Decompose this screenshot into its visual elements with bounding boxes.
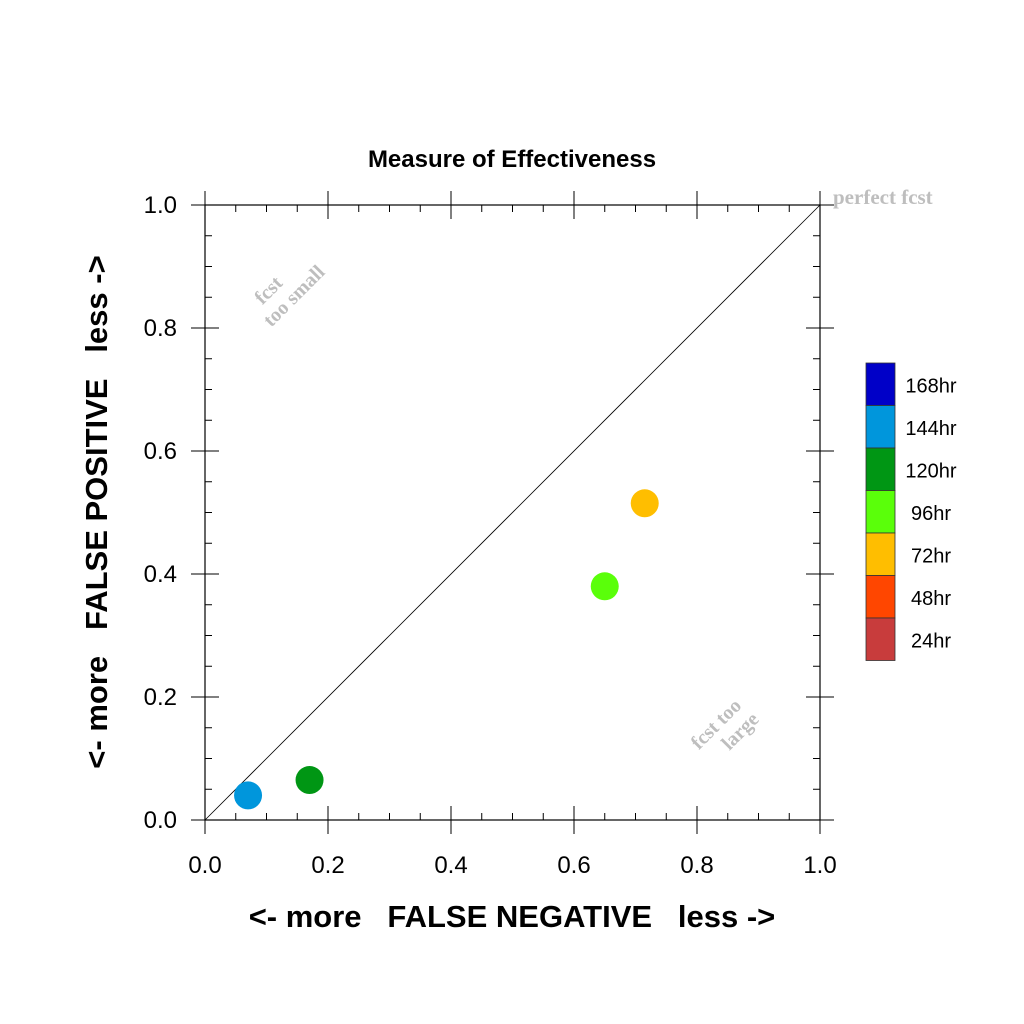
data-point-120hr [295, 766, 324, 795]
legend-swatch-48hr [865, 575, 896, 619]
data-point-144hr [234, 781, 263, 810]
legend-label: 120hr [905, 460, 956, 482]
chart-title: Measure of Effectiveness [368, 146, 656, 173]
legend-label: 144hr [905, 418, 956, 440]
legend-label: 96hr [911, 503, 951, 525]
plot-area: 0.0 0.2 0.4 0.6 0.8 1.0 0.0 0.2 0.4 0.6 0.8 1.0 perf… [144, 185, 933, 879]
x-tick-label: 0.0 [188, 852, 221, 879]
x-axis-label: <- more FALSE NEGATIVE less -> [249, 899, 776, 934]
y-tick-label: 0.6 [144, 438, 177, 465]
x-tick-label: 0.4 [434, 852, 467, 879]
data-point-72hr [630, 489, 659, 518]
legend-swatch-120hr [865, 447, 896, 491]
diagonal-line [204, 204, 821, 821]
legend-swatch-72hr [865, 532, 896, 576]
legend-swatch-144hr [865, 405, 896, 449]
y-tick-label: 0.2 [144, 684, 177, 711]
legend-label: 24hr [911, 630, 951, 652]
x-tick-label: 0.8 [680, 852, 713, 879]
x-tick-label: 0.6 [557, 852, 590, 879]
legend-label: 168hr [905, 375, 956, 397]
legend-label: 48hr [911, 588, 951, 610]
y-tick-label: 0.4 [144, 561, 177, 588]
data-point-96hr [590, 572, 619, 601]
legend-swatch-24hr [865, 617, 896, 661]
y-tick-label: 0.8 [144, 315, 177, 342]
perfect-fcst-annotation: perfect fcst [833, 185, 933, 209]
legend-swatch-96hr [865, 490, 896, 534]
y-tick-label: 1.0 [144, 192, 177, 219]
x-tick-label: 1.0 [803, 852, 836, 879]
legend-label: 72hr [911, 545, 951, 567]
y-tick-label: 0.0 [144, 807, 177, 834]
y-axis-label: <- more FALSE POSITIVE less -> [79, 255, 114, 768]
legend-swatch-168hr [865, 362, 896, 406]
x-tick-label: 0.2 [311, 852, 344, 879]
legend: 168hr 144hr 120hr 96hr 72hr 48hr 24hr [865, 362, 957, 661]
